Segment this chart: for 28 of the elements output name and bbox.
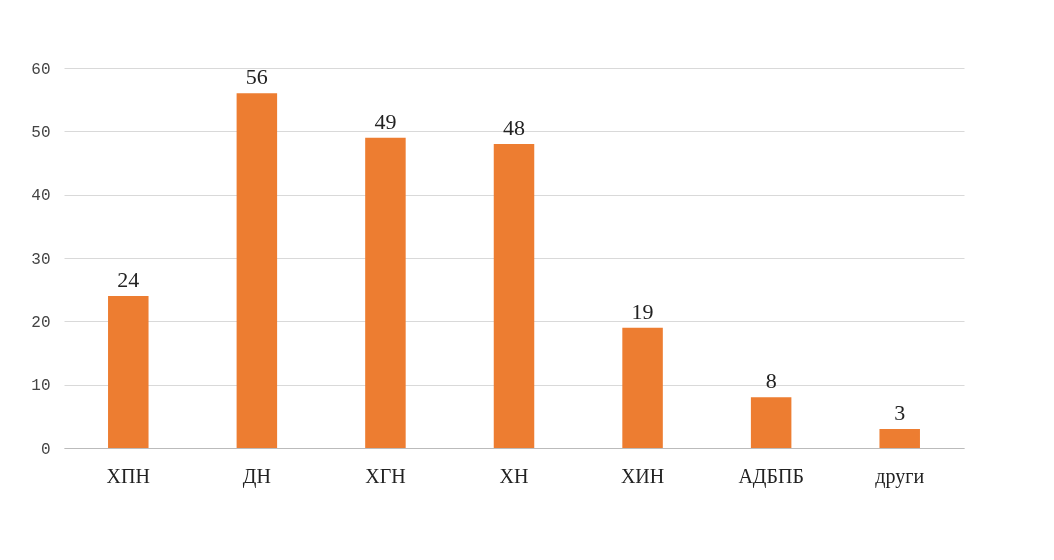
data-label: 19 [631, 298, 654, 324]
y-tick-label: 60 [31, 60, 51, 79]
bar [622, 327, 663, 448]
data-label: 49 [374, 108, 397, 134]
y-tick-label: 0 [40, 440, 51, 459]
y-tick-label: 40 [31, 187, 51, 206]
data-label: 3 [894, 400, 906, 425]
x-tick-label: ХН [499, 464, 529, 487]
x-tick-label: други [875, 464, 925, 488]
x-tick-label: ХПН [106, 464, 150, 487]
x-tick-label: ХИН [620, 464, 665, 487]
bar [108, 296, 149, 448]
bar [879, 429, 920, 448]
bar [750, 397, 792, 448]
data-label: 8 [765, 368, 777, 394]
y-tick-label: 50 [31, 123, 51, 142]
bar [236, 93, 278, 448]
data-label: 48 [503, 115, 525, 140]
x-tick-label: ХГН [365, 464, 406, 487]
y-tick-label: 10 [31, 377, 51, 396]
y-tick-label: 20 [31, 313, 51, 332]
x-tick-label: АДБПБ [738, 464, 804, 488]
bar [365, 137, 406, 448]
y-tick-label: 30 [31, 250, 51, 269]
bar [493, 144, 535, 448]
data-label: 56 [245, 64, 268, 90]
data-label: 24 [117, 267, 140, 292]
x-tick-label: ДН [242, 464, 271, 488]
